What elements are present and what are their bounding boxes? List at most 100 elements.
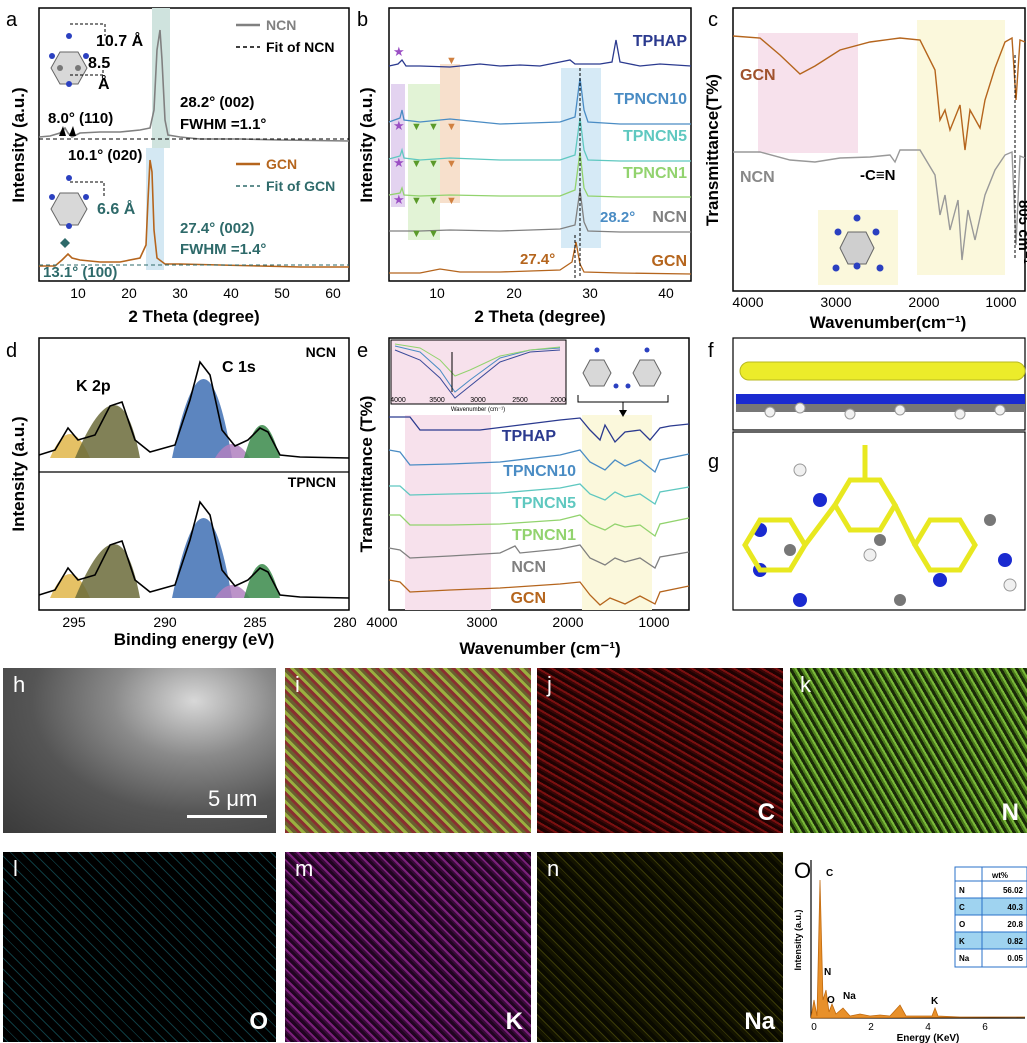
label-tpncn5: TPNCN5: [623, 128, 687, 145]
svg-text:O: O: [959, 920, 965, 929]
peak-marker-100: [60, 238, 70, 248]
svg-text:3000: 3000: [466, 614, 497, 630]
svg-text:40: 40: [658, 285, 674, 301]
g-cn-network: [753, 463, 1017, 607]
eds-map-m: m K: [285, 852, 531, 1042]
svg-text:60: 60: [325, 285, 341, 301]
panel-d: d NCN K 2p C 1s TPNCN 295 290 285 280 Bi…: [6, 337, 357, 649]
title-tpncn-d: TPNCN: [288, 474, 336, 490]
inset-e: [390, 339, 567, 405]
svg-text:2000: 2000: [908, 294, 939, 310]
svg-text:295: 295: [62, 614, 86, 630]
band-oh: [758, 33, 858, 153]
peak-label-c: C: [826, 868, 833, 879]
band-orange: [440, 64, 460, 203]
inset-curve-2: [394, 349, 561, 399]
peak-label-o: O: [827, 995, 835, 1006]
title-ncn-d: NCN: [306, 344, 336, 360]
gcn-ftir-e: [388, 579, 690, 606]
svg-text:C: C: [959, 903, 965, 912]
e-molecule-icons: [577, 347, 669, 417]
ncn-ftir-e: [388, 544, 690, 569]
panel-label-h: h: [13, 672, 26, 697]
sem-scale-bar: [187, 815, 267, 818]
ann-282b: 28.2°: [600, 209, 635, 226]
eds-spectrum: [810, 879, 1026, 1019]
label-tpncn1: TPNCN1: [623, 165, 687, 182]
svg-text:▼: ▼: [411, 158, 422, 170]
ann-gcn-c: GCN: [740, 67, 776, 84]
ann-107: 10.7 Å: [96, 31, 144, 50]
star-markers: ★ ★ ★ ★: [393, 44, 405, 207]
svg-text:4000: 4000: [366, 614, 397, 630]
ann-fwhm1: FWHM =1.1°: [180, 116, 266, 133]
peak-c1s-3: [244, 425, 280, 458]
svg-text:N: N: [959, 886, 965, 895]
label-ncn-e: NCN: [511, 559, 546, 576]
x-ticks-e: 4000 3000 2000 1000: [366, 614, 669, 630]
layer-cn-grey: [736, 404, 1025, 412]
peak-c1s-main: [172, 379, 232, 458]
inset-curve-3: [394, 343, 561, 377]
peak-label-na: Na: [843, 991, 856, 1002]
svg-text:1000: 1000: [985, 294, 1016, 310]
tphap-ftir: [389, 416, 690, 444]
svg-text:20: 20: [506, 285, 522, 301]
svg-text:Na: Na: [959, 954, 970, 963]
label-k2p: K 2p: [76, 378, 111, 395]
x-ticks-c: 4000 3000 2000 1000: [732, 294, 1016, 310]
gcn-molecule-icon: [49, 175, 89, 229]
eds-map-l: l O: [3, 852, 276, 1042]
svg-text:2: 2: [868, 1022, 874, 1033]
svg-text:30: 30: [582, 285, 598, 301]
plot-frame-b: [388, 7, 692, 282]
f-h-atoms: [764, 402, 1006, 420]
svg-text:wt%: wt%: [991, 871, 1008, 880]
ncn-xps-envelope: [38, 360, 350, 459]
svg-text:290: 290: [153, 614, 177, 630]
band-violet: [391, 84, 405, 207]
panel-a: a NCN Fit of NCN GCN Fit of GCN 10.7 Å 8…: [6, 7, 350, 326]
layer-cn-blue: [736, 394, 1025, 404]
svg-text:▼: ▼: [446, 55, 457, 67]
svg-text:4: 4: [925, 1022, 931, 1033]
svg-text:4000: 4000: [390, 397, 406, 404]
eds-table: wt% N 56.02 C 40.3 O 20.8 K 0.82 Na 0.05: [954, 866, 1027, 968]
ncn-xrd: [389, 189, 691, 233]
label-c1s: C 1s: [222, 359, 256, 376]
svg-text:▼: ▼: [428, 158, 439, 170]
peak-marker-020: [69, 126, 76, 136]
ann-131: 13.1° (100): [43, 264, 117, 281]
xlabel-c: Wavenumber(cm⁻¹): [810, 313, 967, 332]
label-tpncn10: TPNCN10: [614, 91, 687, 108]
plot-frame-d: [38, 337, 350, 611]
svg-text:2000: 2000: [552, 614, 583, 630]
svg-text:20.8: 20.8: [1007, 920, 1023, 929]
legend-ncn: NCN: [266, 17, 296, 33]
label-tpncn1-e: TPNCN1: [512, 527, 576, 544]
svg-text:▼: ▼: [411, 228, 422, 240]
inset-xticks: 4000 3500 3000 2500 2000: [390, 397, 566, 404]
svg-text:0: 0: [811, 1022, 817, 1033]
panel-f: f: [708, 337, 1026, 431]
panel-g: g: [708, 431, 1026, 611]
peak-c1s-2: [215, 444, 250, 458]
svg-text:285: 285: [243, 614, 267, 630]
svg-text:10: 10: [429, 285, 445, 301]
label-ncn: NCN: [652, 209, 687, 226]
svg-text:★: ★: [393, 118, 405, 133]
panel-c: c GCN NCN -C≡N 805 cm⁻¹ 4000 3000 2000 1…: [703, 7, 1027, 332]
layer-tphap: [739, 361, 1026, 381]
svg-text:▼: ▼: [446, 195, 457, 207]
tpncn10-ftir: [388, 449, 690, 474]
svg-text:▼: ▼: [446, 158, 457, 170]
ann-805: 805 cm⁻¹: [1015, 200, 1027, 264]
dim-66-bracket: [70, 181, 105, 198]
xlabel-e: Wavenumber (cm⁻¹): [459, 639, 620, 658]
svg-text:★: ★: [393, 155, 405, 170]
svg-text:▼: ▼: [428, 121, 439, 133]
band-e-oh: [405, 415, 491, 610]
ann-85: 8.5: [88, 55, 110, 72]
highlight-band-gcn: [146, 148, 164, 270]
xlabel-b: 2 Theta (degree): [474, 307, 605, 326]
